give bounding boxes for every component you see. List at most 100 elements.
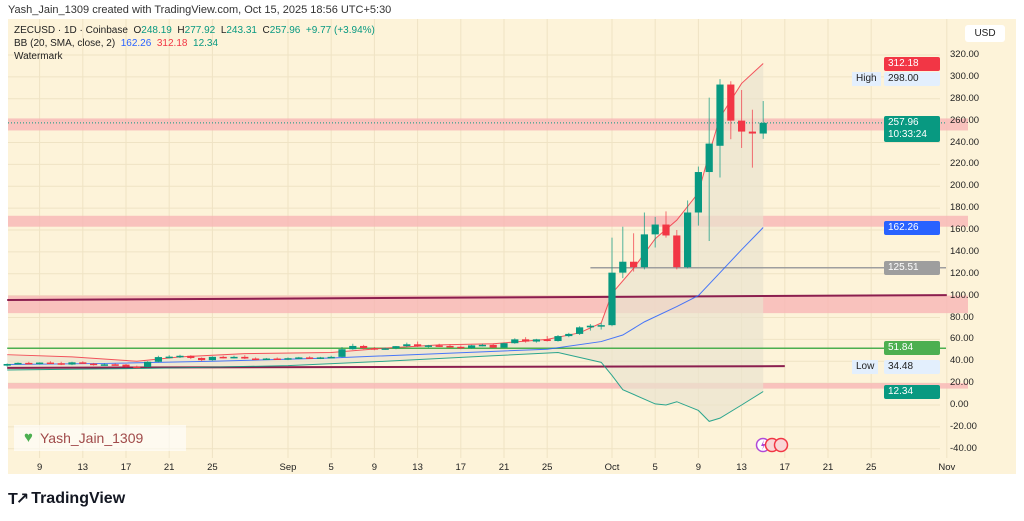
candle: [500, 342, 508, 349]
candle: [532, 338, 540, 343]
chart-background: [8, 19, 1016, 474]
candle-body: [360, 345, 368, 349]
candle: [468, 344, 476, 349]
candle-body: [565, 333, 573, 337]
legend: ZECUSD · 1D · Coinbase O248.19 H277.92 L…: [14, 24, 375, 63]
badge-value: 312.18: [888, 57, 919, 69]
candle: [662, 211, 670, 238]
candle: [122, 363, 130, 368]
candle-body: [25, 362, 33, 365]
date-tick-label: 25: [865, 462, 877, 473]
high-label: H: [177, 25, 185, 36]
candle-body: [3, 363, 11, 366]
candle-body: [187, 355, 195, 358]
badge-value: 162.26: [888, 221, 919, 233]
candle: [640, 212, 648, 270]
currency-button[interactable]: USD: [965, 25, 1005, 42]
date-tick-label: 21: [163, 462, 175, 473]
candle: [144, 361, 152, 368]
candle-body: [424, 345, 432, 347]
logo-text: TradingView: [31, 490, 126, 507]
chart-caption: Yash_Jain_1309 created with TradingView.…: [8, 4, 392, 16]
candle-body: [68, 362, 76, 365]
candle-body: [597, 325, 605, 327]
green-heart-icon: ♥: [24, 429, 33, 446]
price-tick-label: 200.00: [950, 180, 980, 192]
candle: [262, 357, 270, 361]
candle: [306, 356, 314, 359]
resistance-zone: [8, 215, 968, 227]
event-icons[interactable]: [755, 437, 789, 453]
date-tick-label: 25: [541, 462, 553, 473]
candle: [273, 357, 281, 361]
low-label: L: [220, 25, 227, 36]
candle: [673, 230, 681, 270]
price-tick-label: 240.00: [950, 136, 980, 148]
price-badge: 12.34: [884, 384, 940, 399]
candle-body: [586, 325, 594, 328]
candle: [198, 357, 206, 362]
price-tick-label: 260.00: [950, 114, 980, 126]
price-tick-label: 320.00: [950, 49, 980, 60]
candle: [414, 341, 422, 348]
candle: [457, 345, 465, 350]
watermark-text: Yash_Jain_1309: [40, 430, 144, 446]
candle-body: [414, 344, 422, 347]
countdown-timer: 10:33:24: [888, 128, 927, 140]
candle-body: [122, 364, 130, 367]
date-tick-label: 21: [822, 462, 834, 473]
candle: [748, 109, 756, 168]
candle: [111, 363, 119, 366]
price-tick-label: 80.00: [950, 311, 974, 323]
candle: [360, 344, 368, 350]
symbol-label[interactable]: ZECUSD · 1D · Coinbase: [14, 25, 128, 36]
bb-lower-value: 12.34: [193, 38, 219, 49]
badge-label: High: [852, 72, 881, 87]
candle-body: [511, 339, 519, 344]
tradingview-logo-icon: T↗: [8, 491, 29, 508]
price-tick-label: 40.00: [950, 355, 974, 367]
date-tick-label: 9: [36, 462, 43, 473]
candle: [554, 335, 562, 342]
price-tick-label: 280.00: [950, 92, 980, 104]
candle: [338, 347, 346, 358]
candle-body: [619, 261, 627, 273]
candle-body: [284, 358, 292, 360]
candle: [489, 343, 497, 349]
price-badge: 298.00: [884, 72, 940, 87]
date-tick-label: 5: [652, 462, 658, 473]
candle-body: [489, 344, 497, 348]
candle: [619, 226, 627, 279]
candle-body: [673, 235, 681, 268]
candle-body: [435, 345, 443, 347]
open-label: O: [133, 25, 142, 36]
date-tick-label: 17: [455, 462, 467, 473]
candle: [327, 355, 335, 359]
price-badge: 125.51: [884, 260, 940, 275]
price-badge: 34.48: [884, 360, 940, 375]
date-tick-label: Oct: [604, 462, 620, 473]
candle-body: [57, 363, 65, 365]
candle-body: [144, 361, 152, 367]
candle-body: [100, 364, 108, 366]
candle: [651, 216, 659, 248]
us-flag-event-icon[interactable]: [773, 437, 789, 453]
candle: [133, 365, 141, 369]
candle-body: [457, 346, 465, 349]
candle: [576, 326, 584, 335]
bb-indicator-label[interactable]: BB (20, SMA, close, 2): [14, 38, 116, 49]
candle-body: [230, 356, 238, 359]
watermark-indicator-label[interactable]: Watermark: [14, 51, 63, 62]
candle-body: [554, 336, 562, 342]
price-tick-label: 220.00: [950, 158, 980, 170]
candle: [100, 363, 108, 366]
bb-upper-value: 312.18: [156, 38, 188, 49]
price-tick-label: 140.00: [950, 245, 980, 257]
candle-body: [370, 348, 378, 350]
candle: [90, 362, 98, 366]
candle: [187, 355, 195, 360]
tradingview-logo[interactable]: T↗ TradingView: [8, 489, 125, 509]
candle-body: [403, 344, 411, 347]
candle-body: [759, 122, 767, 134]
candle: [154, 355, 162, 363]
